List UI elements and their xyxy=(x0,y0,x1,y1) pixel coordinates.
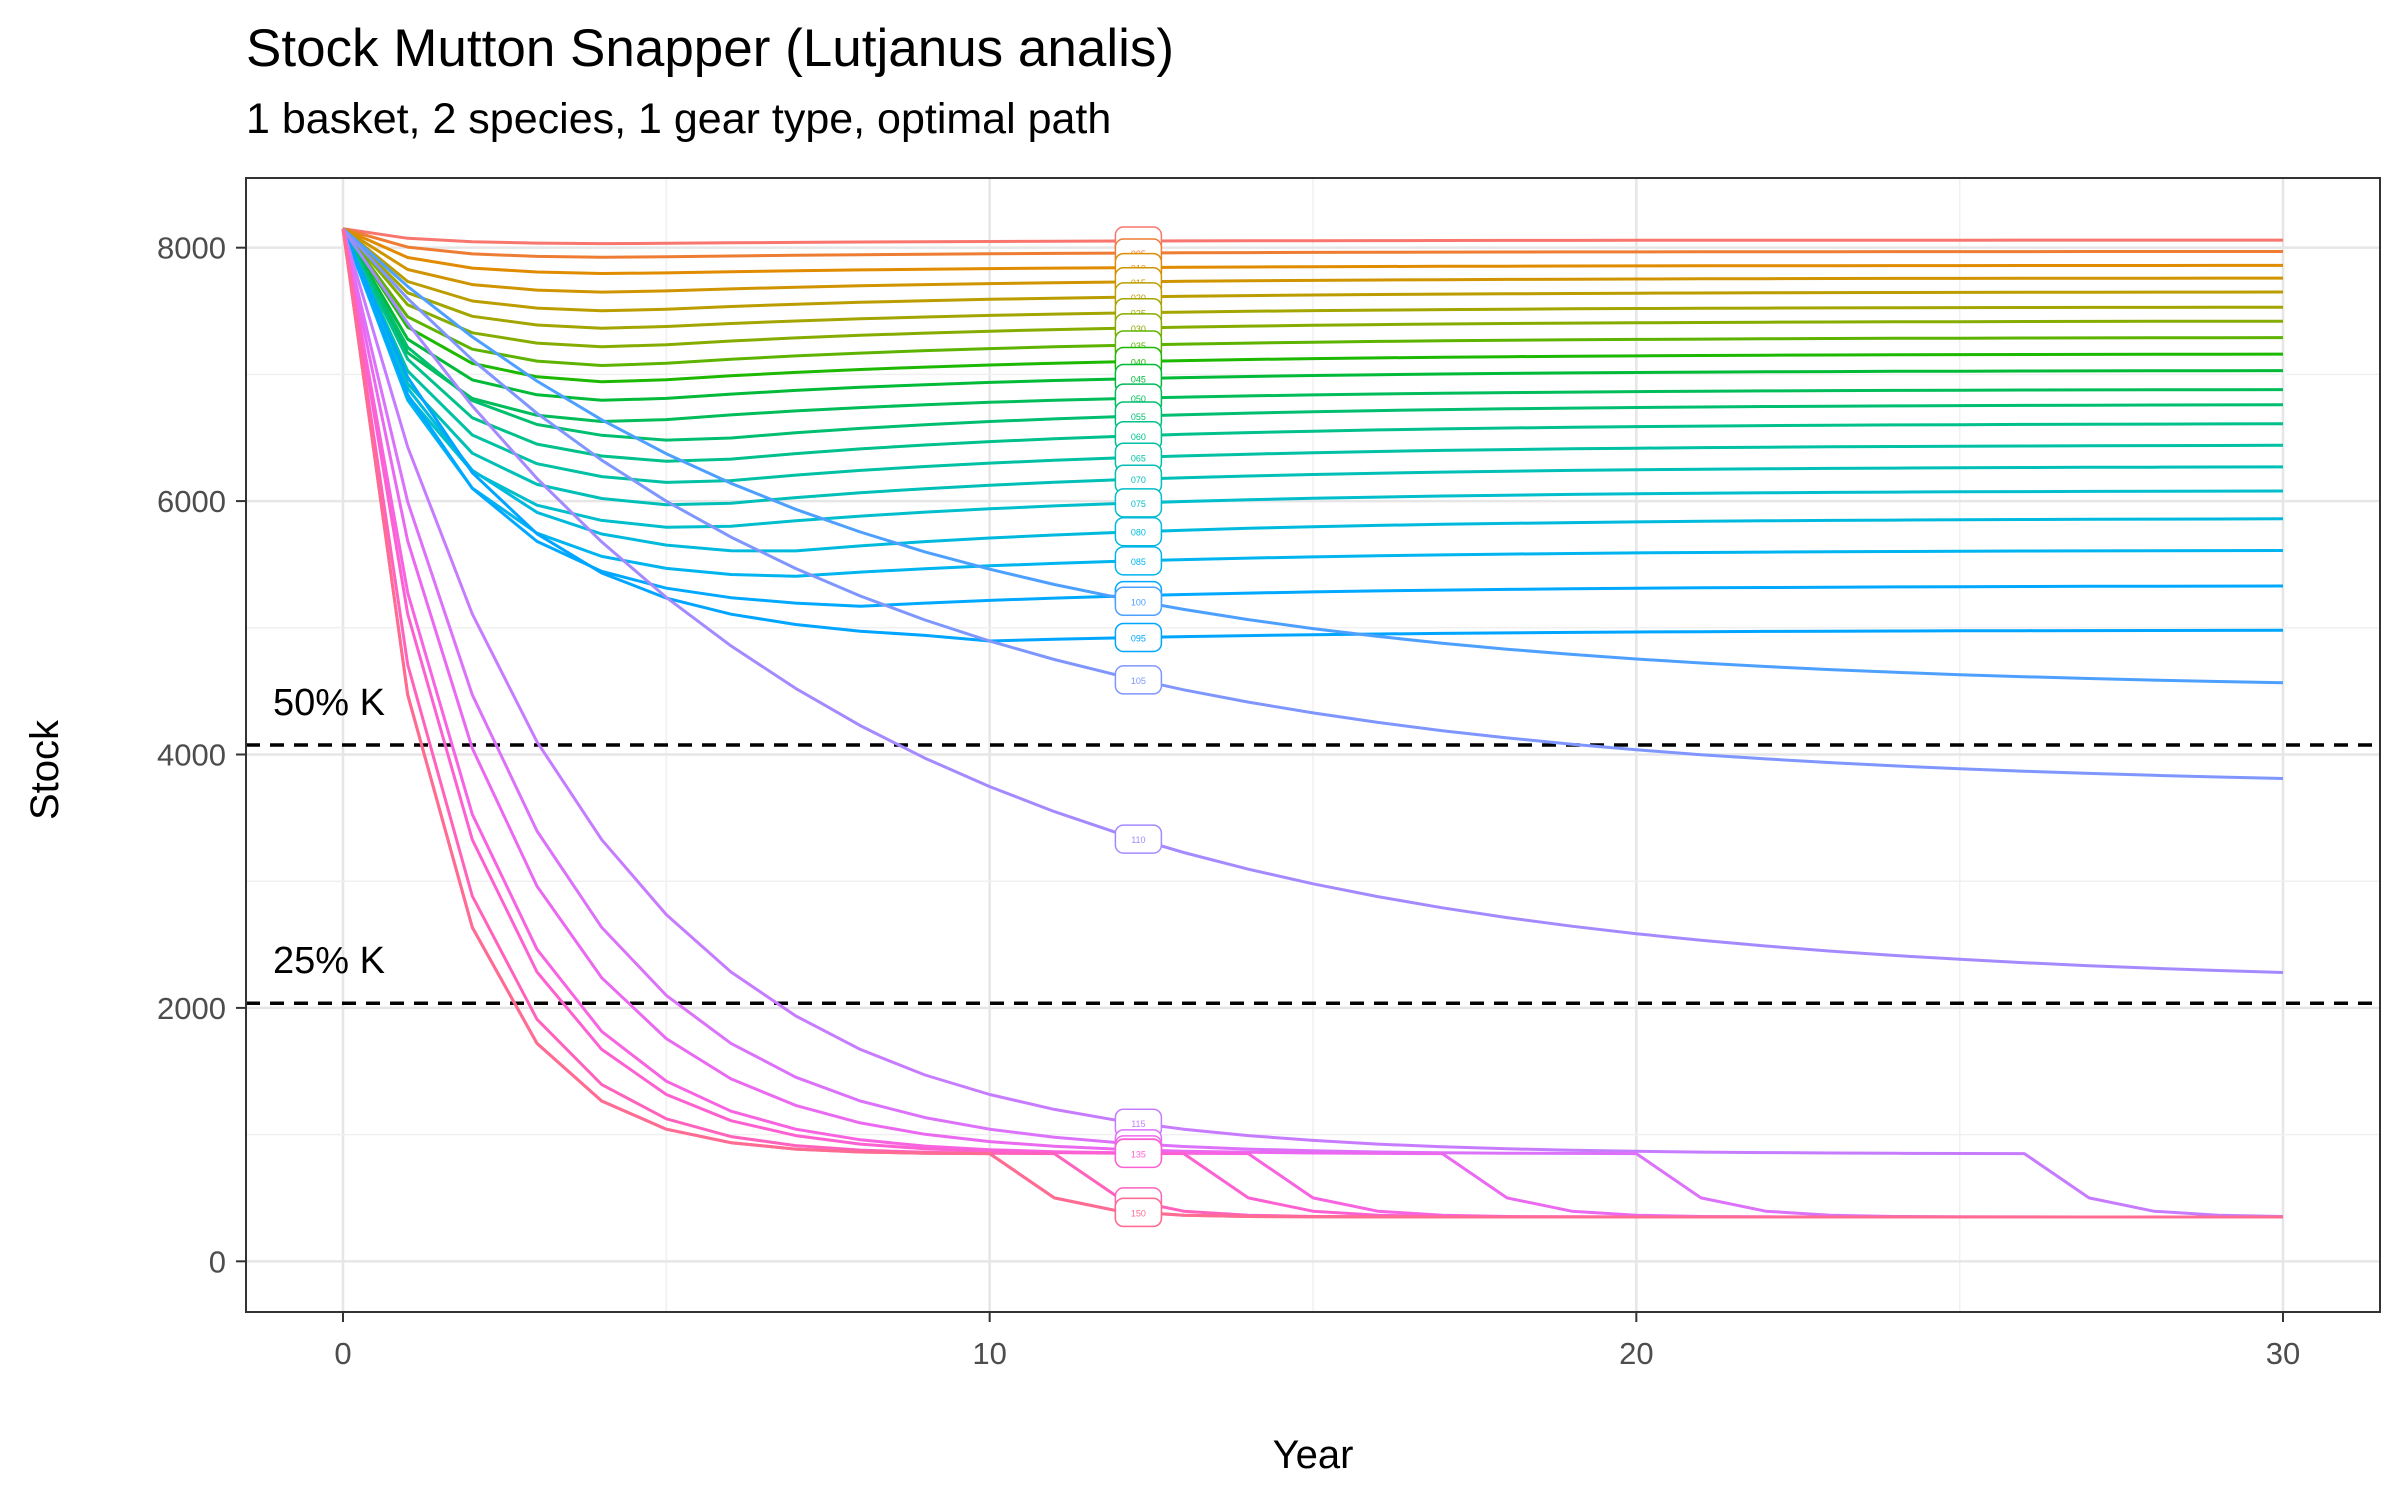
y-tick-label: 2000 xyxy=(157,991,226,1026)
series-label-box xyxy=(1114,665,1163,695)
plot-panel-border xyxy=(245,177,2381,1313)
series-label: 020 xyxy=(1131,293,1146,303)
x-tick-label: 10 xyxy=(972,1336,1006,1371)
series-lines xyxy=(341,227,2284,1219)
axes: 0 10 20 30 0 2000 4000 6000 8000 xyxy=(157,231,2300,1371)
series-label: 045 xyxy=(1131,375,1146,385)
series-line-060 xyxy=(341,228,2284,463)
series-label: 110 xyxy=(1131,835,1145,845)
series-label-box xyxy=(1114,488,1163,518)
series-line-150 xyxy=(341,228,2283,1219)
series-label-box xyxy=(1114,586,1163,617)
x-tick-label: 30 xyxy=(2266,1336,2300,1371)
series-label: 150 xyxy=(1131,1208,1146,1218)
series-line-015 xyxy=(342,227,2283,294)
series-label: 030 xyxy=(1131,324,1146,334)
grid xyxy=(246,178,2380,1312)
x-axis-title: Year xyxy=(1273,1433,1354,1477)
series-line-105 xyxy=(341,227,2284,780)
series-line-005 xyxy=(342,227,2283,259)
series-line-055 xyxy=(341,227,2284,442)
series-label: 095 xyxy=(1131,633,1146,643)
series-line-065 xyxy=(341,228,2284,484)
series-label: 060 xyxy=(1131,432,1146,442)
series-line-040 xyxy=(341,227,2284,384)
series-label-box xyxy=(1114,622,1163,653)
series-label: 105 xyxy=(1131,676,1146,686)
series-line-110 xyxy=(341,227,2284,974)
series-label: 100 xyxy=(1131,597,1146,607)
x-tick-label: 20 xyxy=(1619,1336,1653,1371)
series-label: 070 xyxy=(1131,475,1146,485)
series-line-085 xyxy=(341,228,2284,578)
x-tick-label: 0 xyxy=(334,1336,351,1371)
reference-label: 50% K xyxy=(273,682,385,724)
series-line-115 xyxy=(341,228,2284,1218)
series-line-030 xyxy=(341,227,2283,349)
series-label: 035 xyxy=(1131,341,1146,351)
series-label: 050 xyxy=(1131,394,1146,404)
series-line-020 xyxy=(342,227,2284,313)
series-label: 135 xyxy=(1131,1149,1146,1159)
series-label: 075 xyxy=(1131,499,1146,509)
series-line-075 xyxy=(341,228,2284,529)
chart-subtitle: 1 basket, 2 species, 1 gear type, optima… xyxy=(246,95,1112,143)
chart-title: Stock Mutton Snapper (Lutjanus analis) xyxy=(246,19,1175,78)
series-label: 115 xyxy=(1131,1119,1145,1129)
series-label: 040 xyxy=(1131,357,1146,367)
reference-lines: 50% K 25% K xyxy=(246,682,2380,1005)
series-line-050 xyxy=(341,228,2284,423)
series-line-045 xyxy=(341,227,2284,402)
series-line-035 xyxy=(341,227,2284,367)
y-axis-title: Stock xyxy=(23,719,67,820)
y-tick-label: 6000 xyxy=(157,484,226,519)
y-tick-label: 4000 xyxy=(157,738,226,773)
series-labels: 0000050100150200250300350400450500550600… xyxy=(1114,226,1163,1228)
series-label-box xyxy=(1114,516,1163,547)
series-line-100 xyxy=(342,227,2284,685)
series-label: 085 xyxy=(1131,557,1146,567)
series-line-070 xyxy=(341,228,2284,507)
series-label: 055 xyxy=(1131,412,1146,422)
series-line-010 xyxy=(342,227,2283,275)
y-tick-label: 8000 xyxy=(157,231,226,266)
series-label: 065 xyxy=(1131,453,1146,463)
series-label: 080 xyxy=(1131,528,1146,538)
series-line-090 xyxy=(341,228,2284,608)
series-line-025 xyxy=(341,227,2284,330)
series-label-box xyxy=(1114,546,1163,576)
series-line-080 xyxy=(341,228,2284,553)
reference-label: 25% K xyxy=(273,940,385,982)
series-label-box xyxy=(1114,1197,1163,1228)
y-tick-label: 0 xyxy=(209,1244,226,1279)
series-label-box xyxy=(1114,1138,1163,1169)
series-line-000 xyxy=(342,227,2283,246)
series-label-box xyxy=(1114,824,1163,854)
